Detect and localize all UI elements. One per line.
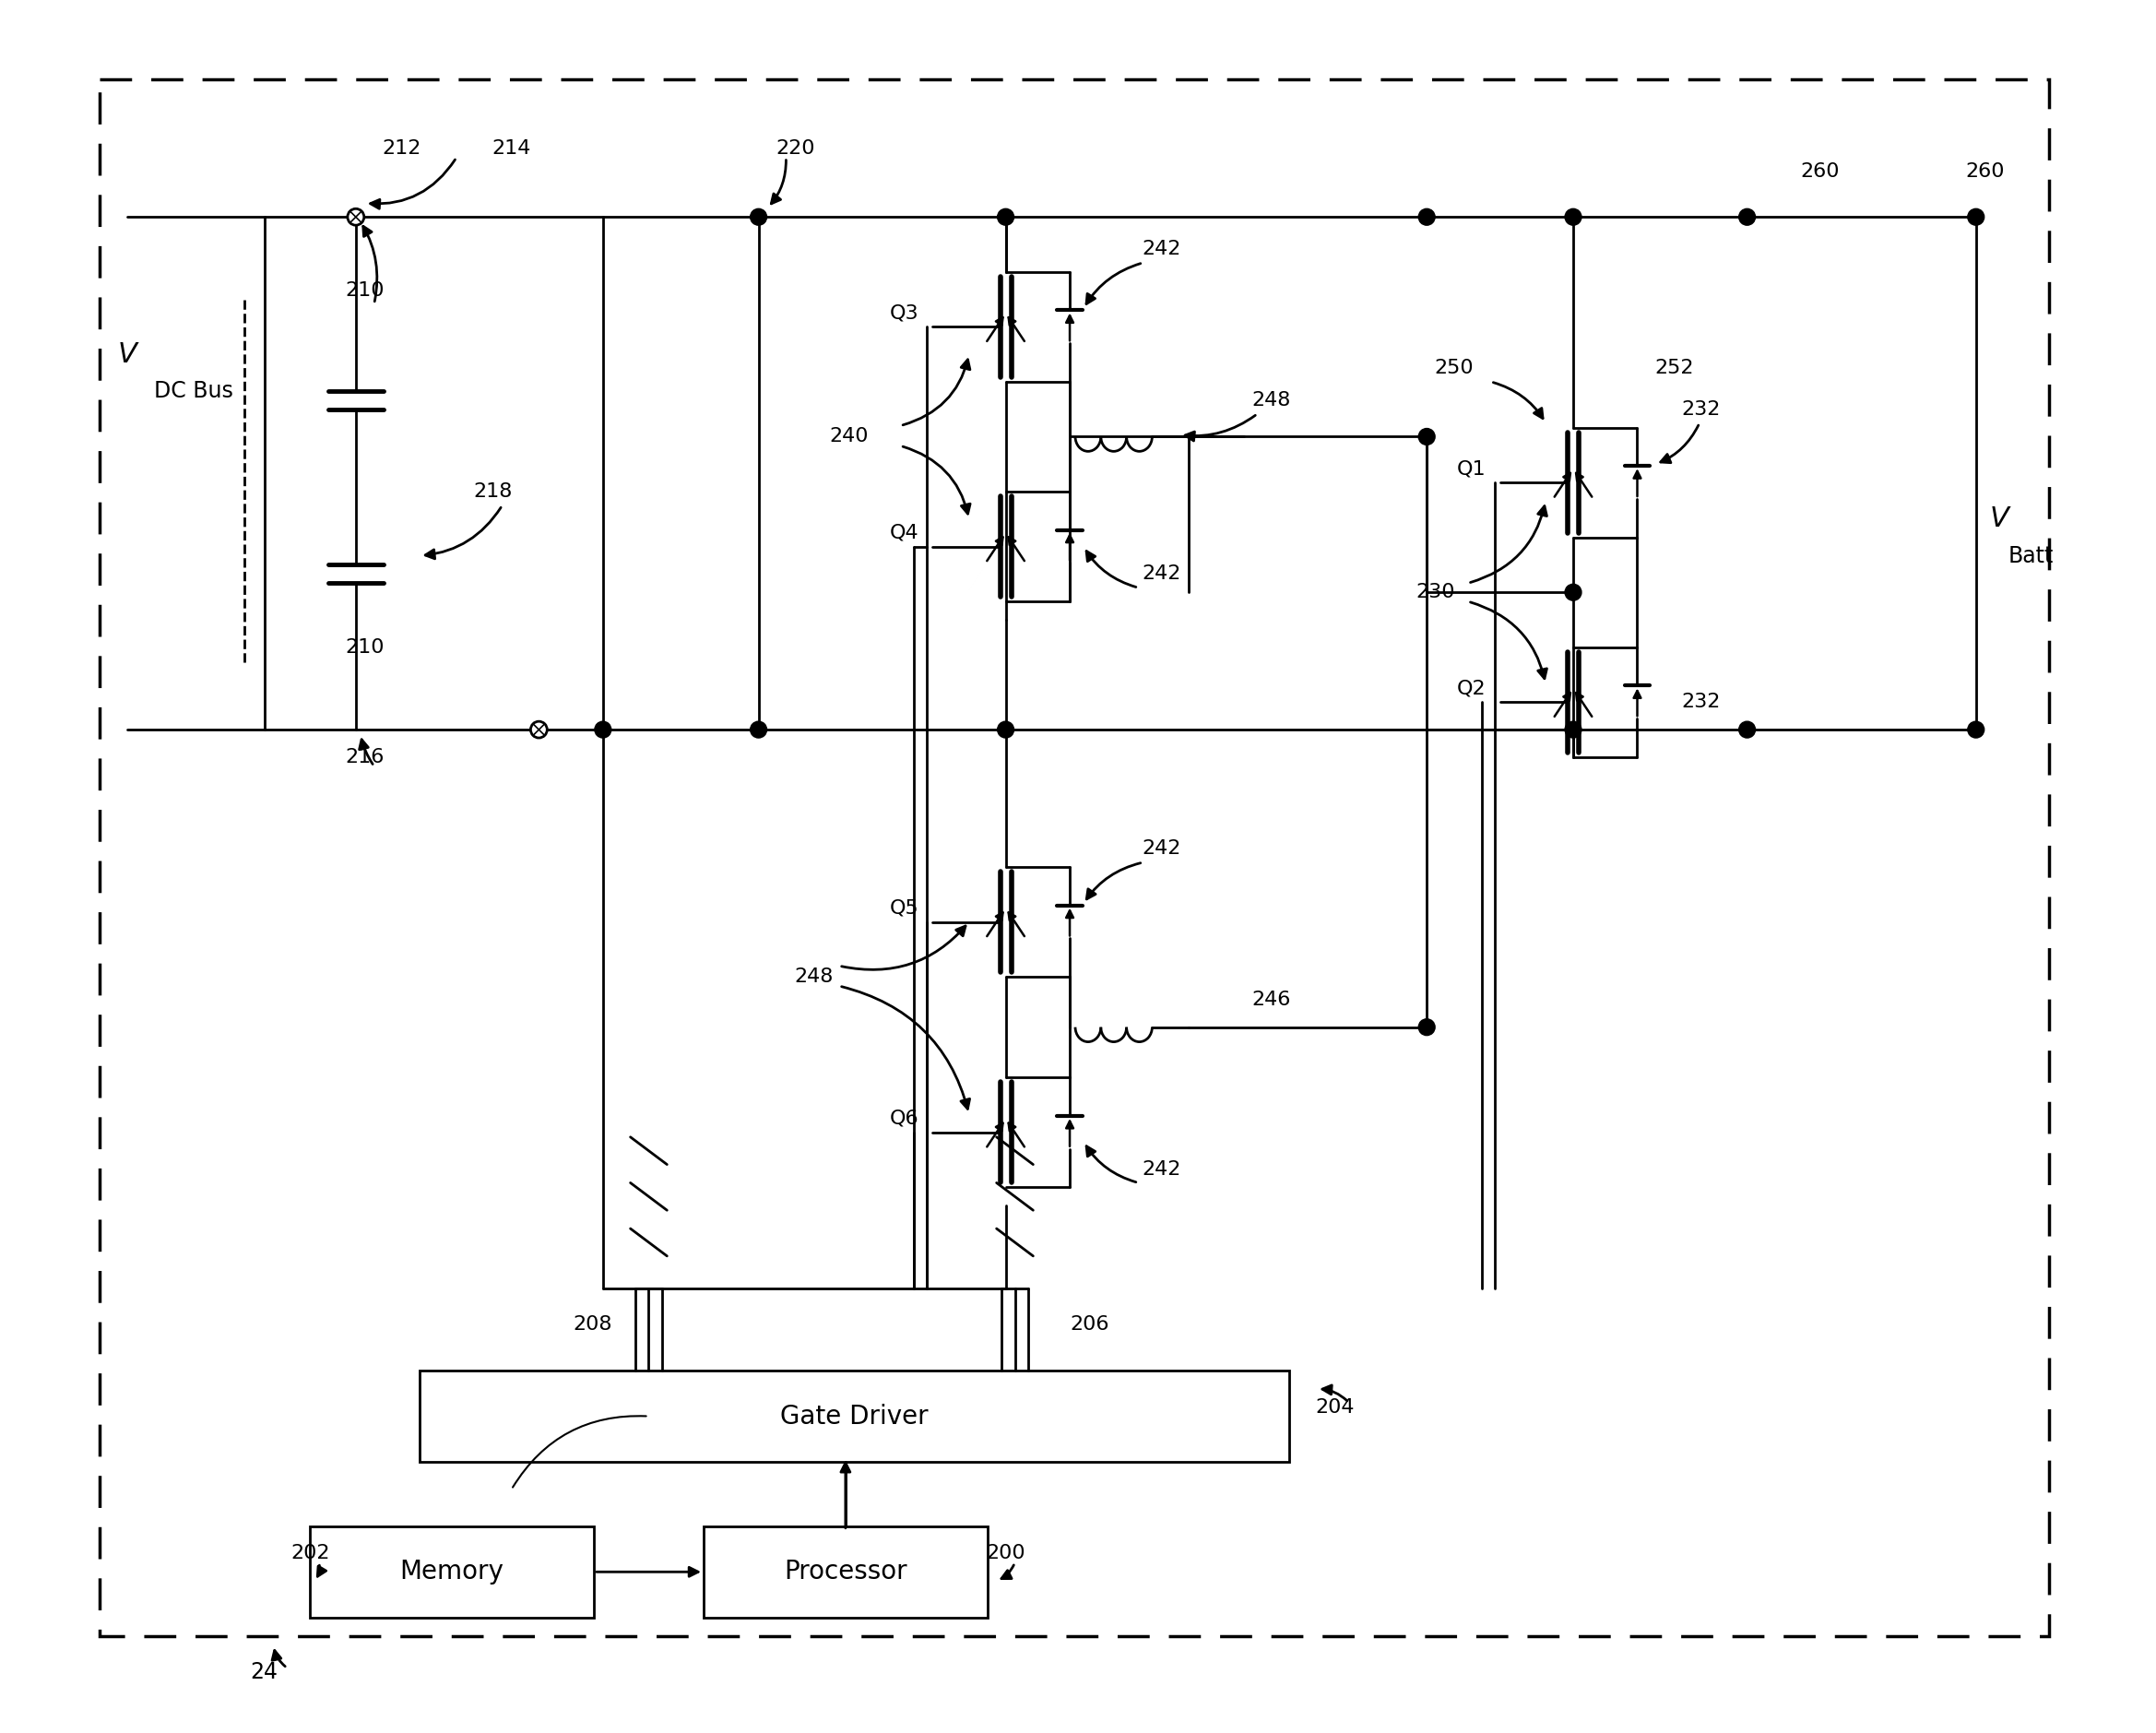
- Circle shape: [1419, 428, 1436, 445]
- Text: Q4: Q4: [890, 523, 918, 542]
- Circle shape: [1740, 208, 1755, 225]
- Circle shape: [750, 208, 768, 225]
- Text: 260: 260: [1966, 161, 2005, 180]
- Circle shape: [998, 208, 1013, 225]
- Text: 216: 216: [345, 749, 384, 766]
- Text: Memory: Memory: [399, 1560, 505, 1584]
- Circle shape: [1565, 208, 1583, 225]
- Text: 242: 242: [1143, 1159, 1181, 1178]
- Text: 260: 260: [1800, 161, 1839, 180]
- Text: Processor: Processor: [785, 1560, 908, 1584]
- Circle shape: [1968, 721, 1984, 738]
- Text: 214: 214: [492, 139, 530, 158]
- Text: 248: 248: [1253, 392, 1291, 409]
- Text: 246: 246: [1253, 991, 1291, 1009]
- Text: 250: 250: [1434, 359, 1475, 378]
- Text: Q1: Q1: [1457, 459, 1485, 478]
- Text: 240: 240: [830, 428, 869, 445]
- Text: V: V: [1990, 506, 2009, 532]
- Text: Batt: Batt: [2007, 544, 2053, 567]
- Text: 230: 230: [1416, 582, 1455, 601]
- Text: 252: 252: [1654, 359, 1692, 378]
- Circle shape: [1565, 584, 1583, 601]
- Text: Q3: Q3: [890, 303, 918, 322]
- Bar: [310, 1527, 593, 1617]
- Circle shape: [1419, 1019, 1436, 1035]
- Circle shape: [347, 208, 364, 225]
- Text: 206: 206: [1069, 1315, 1108, 1334]
- Circle shape: [1740, 721, 1755, 738]
- Circle shape: [530, 721, 548, 738]
- Text: 200: 200: [985, 1544, 1026, 1563]
- Text: 212: 212: [382, 139, 420, 158]
- Text: 202: 202: [291, 1544, 330, 1563]
- Text: 204: 204: [1315, 1399, 1354, 1416]
- Text: 232: 232: [1682, 400, 1720, 418]
- Circle shape: [1968, 208, 1984, 225]
- Text: Q5: Q5: [890, 899, 918, 917]
- Text: 232: 232: [1682, 693, 1720, 711]
- Text: Gate Driver: Gate Driver: [780, 1404, 929, 1430]
- Text: 210: 210: [345, 638, 384, 657]
- Circle shape: [750, 721, 768, 738]
- Circle shape: [1565, 721, 1583, 738]
- Text: 220: 220: [776, 139, 815, 158]
- Text: V: V: [119, 341, 138, 367]
- Text: 24: 24: [250, 1662, 278, 1684]
- Text: DC Bus: DC Bus: [155, 380, 233, 402]
- Text: Q6: Q6: [890, 1109, 918, 1128]
- Text: 242: 242: [1143, 839, 1181, 858]
- Circle shape: [1419, 208, 1436, 225]
- Text: 218: 218: [474, 482, 513, 501]
- Text: 242: 242: [1143, 239, 1181, 258]
- Text: 210: 210: [345, 281, 384, 300]
- Text: Q2: Q2: [1457, 679, 1485, 698]
- Bar: [420, 1371, 1289, 1463]
- Circle shape: [595, 721, 610, 738]
- Circle shape: [998, 721, 1013, 738]
- Bar: [703, 1527, 987, 1617]
- Text: 248: 248: [793, 967, 832, 986]
- Text: 208: 208: [573, 1315, 612, 1334]
- Text: 242: 242: [1143, 565, 1181, 584]
